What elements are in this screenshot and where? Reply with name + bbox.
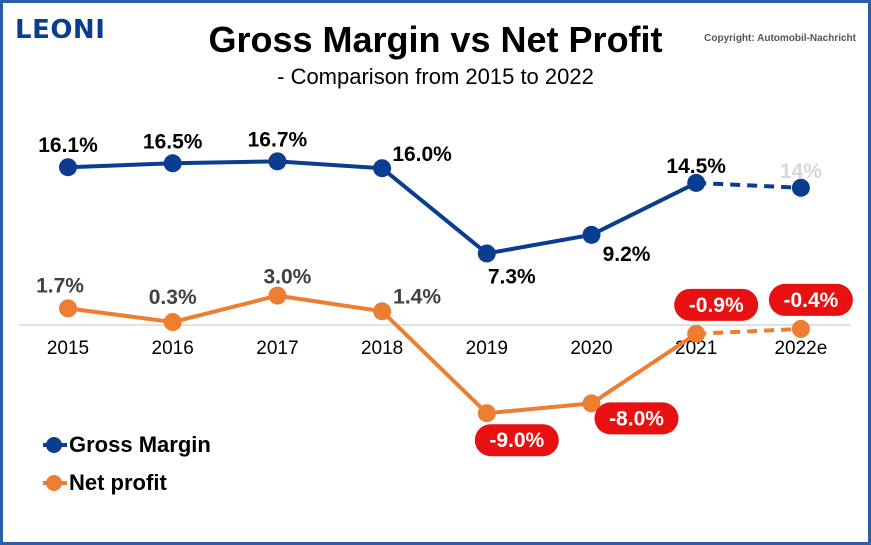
gross-margin-data-label: 9.2% [603, 243, 651, 266]
net-profit-estimate-line [696, 326, 801, 336]
net-profit-badge-bg [474, 424, 559, 457]
legend-net-profit: Net profit [43, 470, 167, 495]
net-profit-point [268, 286, 287, 305]
x-tick-label: 2016 [152, 338, 194, 359]
x-tick-label: 2018 [361, 338, 403, 359]
gross-margin-data-label: 16.1% [38, 134, 98, 157]
leoni-logo: LEONI [15, 15, 106, 45]
net-profit-badge: -9.0% [474, 424, 559, 457]
net-profit-point [59, 299, 77, 318]
legend-gross-margin: Gross Margin [43, 432, 211, 457]
net-profit-data-label: 0.3% [149, 286, 197, 309]
net-profit-data-label: 1.7% [36, 274, 84, 297]
gross-margin-data-label: 16.7% [248, 128, 308, 151]
net-profit-data-label: 1.4% [393, 285, 441, 308]
net-profit-data-label: -9.0% [489, 429, 544, 452]
legend-net-profit-dot [46, 475, 62, 491]
x-tick-label: 2019 [466, 338, 508, 359]
net-profit-point [477, 404, 496, 423]
gross-margin-point [373, 159, 392, 178]
net-profit-badge: -8.0% [594, 402, 679, 435]
x-tick-label: 2020 [570, 338, 612, 359]
gross-margin-point [582, 225, 601, 244]
net-profit-point [373, 302, 392, 321]
x-tick-label: 2022e [774, 338, 827, 359]
gross-margin-point [477, 244, 496, 263]
legend-net-profit-label: Net profit [69, 470, 167, 495]
net-profit-badge-bg [594, 402, 679, 435]
net-profit-data-label: -8.0% [609, 407, 664, 430]
legend-gross-margin-dot [46, 437, 62, 453]
chart-title: Gross Margin vs Net Profit [208, 19, 663, 60]
net-profit-data-label: 3.0% [263, 266, 311, 289]
x-tick-label: 2021 [675, 338, 717, 359]
net-profit-data-label: -0.4% [783, 289, 838, 312]
net-profit-point [791, 319, 810, 338]
legend-net-profit-marker [43, 471, 69, 495]
gross-margin-data-label: 16.5% [143, 130, 203, 153]
legend-gross-margin-marker [43, 433, 69, 457]
net-profit-point [687, 324, 706, 343]
copyright-note: Copyright: Automobil-Nachricht [704, 33, 856, 44]
gross-margin-estimate-line [696, 180, 801, 190]
x-tick-label: 2015 [47, 338, 89, 359]
x-tick-label: 2017 [256, 338, 298, 359]
gross-margin-data-label: 7.3% [488, 265, 536, 288]
net-profit-data-label: -0.9% [689, 294, 744, 317]
gross-margin-data-label: 16.0% [392, 143, 452, 166]
gross-margin-point [59, 158, 77, 177]
gross-margin-point [268, 152, 287, 171]
line-chart: 2015 2016 2017 2018 2019 2020 2021 2022e 16.1% 16… [19, 128, 853, 457]
gross-margin-point [687, 173, 706, 192]
net-profit-badge: -0.4% [768, 283, 853, 316]
net-profit-badge-bg [768, 283, 853, 316]
net-profit-badge-bg [674, 288, 759, 321]
legend-gross-margin-label: Gross Margin [69, 432, 211, 457]
gross-margin-point [163, 154, 182, 173]
gross-margin-point [791, 178, 810, 197]
chart-subtitle: - Comparison from 2015 to 2022 [277, 64, 594, 89]
gross-margin-data-label: 14% [780, 160, 822, 183]
net-profit-point [163, 313, 182, 332]
net-profit-badge: -0.9% [674, 288, 759, 321]
gross-margin-data-label: 14.5% [666, 155, 726, 178]
net-profit-point [582, 394, 601, 413]
